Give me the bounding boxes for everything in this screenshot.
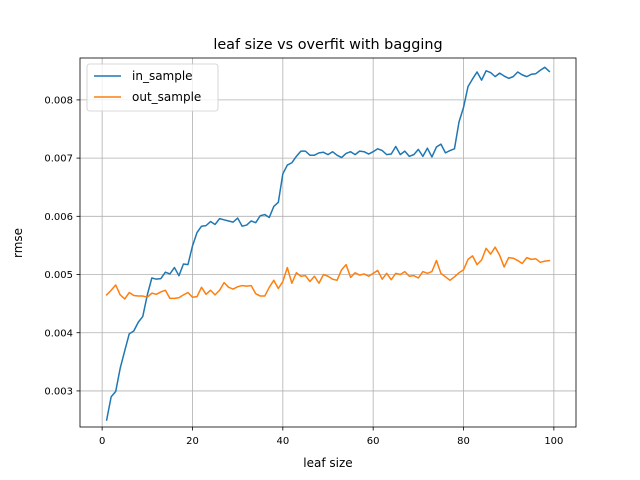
y-tick-label: 0.005 bbox=[44, 270, 73, 281]
y-tick-label: 0.008 bbox=[44, 96, 73, 107]
y-tick-label: 0.007 bbox=[44, 154, 73, 165]
x-tick-label: 20 bbox=[186, 436, 199, 447]
legend-label-in-sample: in_sample bbox=[132, 69, 193, 83]
x-tick-label: 60 bbox=[367, 436, 380, 447]
x-axis-label: leaf size bbox=[303, 456, 352, 470]
plot-frame bbox=[79, 57, 577, 428]
series-lines bbox=[105, 66, 551, 421]
legend-label-out-sample: out_sample bbox=[132, 90, 201, 104]
y-tick-label: 0.003 bbox=[44, 387, 73, 398]
y-tick-label: 0.006 bbox=[44, 212, 73, 223]
legend: in_sample out_sample bbox=[86, 63, 219, 112]
x-axis: 0 20 40 60 80 100 bbox=[99, 427, 563, 447]
y-axis: 0.003 0.004 0.005 0.006 0.007 0.008 bbox=[44, 96, 80, 398]
chart-title: leaf size vs overfit with bagging bbox=[213, 37, 442, 53]
y-tick-label: 0.004 bbox=[44, 328, 73, 339]
series-line-in-sample bbox=[105, 66, 551, 421]
grid bbox=[80, 58, 576, 427]
plot-area bbox=[80, 58, 576, 427]
x-tick-label: 0 bbox=[99, 436, 105, 447]
x-tick-label: 40 bbox=[276, 436, 289, 447]
series-line-out-sample bbox=[105, 246, 551, 300]
y-axis-label: rmse bbox=[11, 228, 25, 258]
x-tick-label: 100 bbox=[544, 436, 563, 447]
x-tick-label: 80 bbox=[457, 436, 470, 447]
